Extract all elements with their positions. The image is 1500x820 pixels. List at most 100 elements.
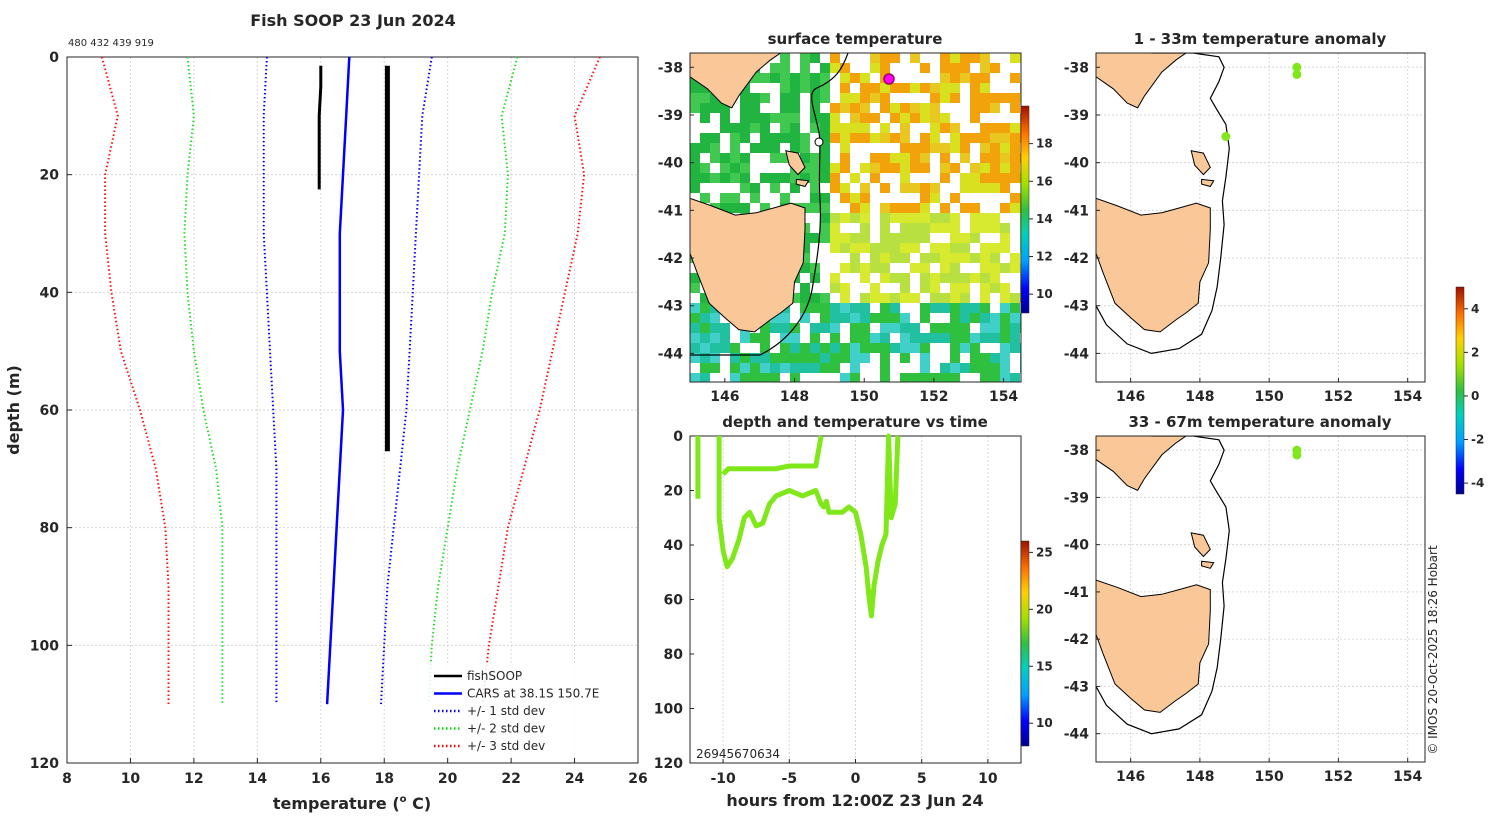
sst-cell [790, 183, 800, 193]
sst-cell [990, 193, 1000, 203]
sst-cell [840, 323, 850, 333]
sst-cell [940, 213, 950, 223]
sst-cell [780, 173, 790, 183]
sst-cell [950, 263, 960, 273]
sst-cell [840, 263, 850, 273]
sst-cell [830, 163, 840, 173]
sst-cell [800, 83, 810, 93]
sst-cell [840, 183, 850, 193]
sst-cell [690, 363, 700, 373]
sst-cell [750, 203, 760, 213]
sst-cell [860, 273, 870, 283]
sst-cell [700, 143, 710, 153]
sst-cell [1010, 263, 1020, 273]
sst-cell [1010, 173, 1020, 183]
sst-cell [940, 93, 950, 103]
sst-cell [880, 143, 890, 153]
sst-cell [730, 123, 740, 133]
timeseries-y-tick-label: 0 [673, 429, 683, 445]
sst-cell [1000, 213, 1010, 223]
sst-cell [820, 273, 830, 283]
sst-cell [690, 113, 700, 123]
sst-cell [880, 243, 890, 253]
sst-cell [730, 363, 740, 373]
sst-cell [840, 283, 850, 293]
sst-cell [700, 323, 710, 333]
sst-cell [940, 353, 950, 363]
sst-cell [900, 253, 910, 263]
sst-cell [900, 183, 910, 193]
sst-cell [880, 213, 890, 223]
sst-cell [780, 353, 790, 363]
sst-cell [950, 173, 960, 183]
sst-cell [890, 303, 900, 313]
sst-cell [790, 123, 800, 133]
sst-cell [970, 233, 980, 243]
sst-cell [840, 163, 850, 173]
timeseries-colorbar-tick-label: 20 [1036, 602, 1053, 616]
sst-cell [860, 233, 870, 243]
profile-x-tick-label: 10 [121, 771, 141, 787]
sst-cell [710, 323, 720, 333]
sst-cell [790, 333, 800, 343]
sst-cell [990, 223, 1000, 233]
sst-cell [840, 73, 850, 83]
sst-cell [740, 163, 750, 173]
sst-cell [830, 213, 840, 223]
timeseries-x-tick-label: -5 [782, 771, 798, 787]
sst-cell [950, 113, 960, 123]
sst-cell [960, 343, 970, 353]
sst-cell [950, 273, 960, 283]
sst-cell [960, 373, 970, 382]
sst-cell [930, 183, 940, 193]
sst-cell [1000, 73, 1010, 83]
sst-cell [970, 323, 980, 333]
sst-cell [920, 143, 930, 153]
sst-cell [800, 173, 810, 183]
sst-cell [950, 103, 960, 113]
sst-cell [730, 133, 740, 143]
sst-cell [870, 303, 880, 313]
sst-cell [850, 83, 860, 93]
sst-cell [790, 293, 800, 303]
sst-cell [810, 203, 820, 213]
sst-cell [800, 263, 810, 273]
sst-cell [740, 333, 750, 343]
sst-cell [880, 123, 890, 133]
sst-cell [750, 133, 760, 143]
sst-cell [700, 153, 710, 163]
sst-cell [930, 273, 940, 283]
sst-cell [850, 363, 860, 373]
sst-cell [860, 363, 870, 373]
sst-cell [730, 333, 740, 343]
sst-cell [1000, 163, 1010, 173]
sst-cell [720, 193, 730, 203]
sst-cell [820, 243, 830, 253]
sst-cell [1000, 363, 1010, 373]
sst-cell [830, 363, 840, 373]
anomaly2-points [1292, 445, 1302, 460]
sst-cell [780, 73, 790, 83]
sst-cell [920, 303, 930, 313]
sst-cell [1010, 113, 1020, 123]
sst-cell [860, 53, 870, 63]
sst-cell [790, 103, 800, 113]
anomaly2-y-tick-label: -40 [1064, 538, 1090, 554]
sst-cell [810, 343, 820, 353]
sst-x-tick-label: 154 [989, 389, 1018, 405]
sst-cell [810, 133, 820, 143]
sst-cell [800, 253, 810, 263]
sst-cell [890, 283, 900, 293]
anomaly2-y-tick-label: -43 [1064, 679, 1089, 695]
sst-cell [860, 133, 870, 143]
sst-cell [810, 53, 820, 63]
profile-x-tick-label: 8 [62, 771, 72, 787]
sst-cell [910, 143, 920, 153]
sst-cell [990, 123, 1000, 133]
sst-cell [760, 133, 770, 143]
sst-cell [850, 313, 860, 323]
sst-cell [1010, 183, 1020, 193]
sst-cell [810, 63, 820, 73]
sst-cell [760, 163, 770, 173]
sst-cell [960, 153, 970, 163]
